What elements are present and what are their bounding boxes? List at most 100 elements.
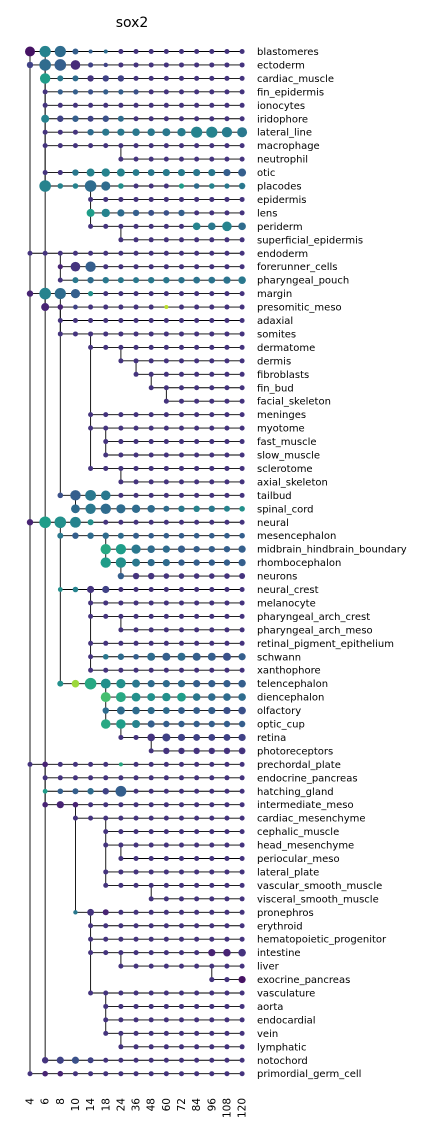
dot-fin_epidermis-18 [103,89,109,95]
dot-lens-24 [117,209,125,217]
row-label-rhombocephalon: rhombocephalon [257,558,341,569]
dot-xanthophore-14 [88,667,94,673]
dot-otic-48 [147,169,155,176]
row-label-visceral_smooth_muscle: visceral_smooth_muscle [257,894,379,905]
dot-pharyngeal_arch_crest-48 [148,613,154,619]
dot-intermediate_meso-120 [239,802,245,808]
dot-intestine-48 [148,950,154,956]
dot-margin-10 [70,289,81,299]
dot-neural-36 [133,519,139,525]
x-tick-96: 96 [206,1098,218,1112]
dot-pharyngeal_pouch-84 [193,276,201,284]
dot-neurons-120 [239,573,246,580]
dot-liver-108 [224,963,230,969]
dot-telencephalon-84 [193,680,201,688]
dot-erythroid-36 [133,923,139,929]
dot-notochord-8 [56,1056,64,1064]
dot-aorta-18 [103,1003,109,1009]
dot-endocardial-96 [209,1017,215,1023]
dot-primordial_germ_cell-36 [133,1071,139,1077]
dot-presomitic_meso-6 [41,303,50,312]
dot-neural-72 [179,519,184,525]
dot-cephalic_muscle-60 [163,829,169,835]
dot-iridophore-96 [209,116,215,122]
dot-olfactory-18 [102,707,109,714]
dot-rhombocephalon-60 [162,559,170,567]
dot-rhombocephalon-84 [193,559,200,566]
dot-photoreceptors-48 [148,748,154,754]
dot-epidermis-108 [224,196,230,202]
dot-fin_epidermis-60 [163,89,169,95]
dot-lymphatic-72 [179,1044,184,1050]
row-label-intermediate_meso: intermediate_meso [257,800,354,811]
dot-pharyngeal_arch_meso-36 [133,627,139,633]
dot-neural_crest-10 [72,586,79,593]
dot-lateral_line-14 [87,129,94,136]
row-label-cephalic_muscle: cephalic_muscle [257,827,339,838]
row-label-melanocyte: melanocyte [257,598,316,609]
dot-sclerotome-60 [163,465,169,471]
dot-adaxial-72 [179,318,184,323]
dot-fast_muscle-18 [103,439,109,445]
dot-macrophage-84 [194,143,200,149]
dot-axial_skeleton-108 [224,479,230,485]
dot-mesencephalon-10 [72,532,79,539]
dot-primordial_germ_cell-96 [209,1071,215,1077]
dot-vein-60 [163,1030,169,1036]
dot-iridophore-6 [41,114,50,123]
dot-vascular_smooth_muscle-120 [239,882,245,888]
dot-lens-60 [163,210,170,216]
row-label-optic_cup: optic_cup [257,720,305,731]
row-label-lateral_plate: lateral_plate [257,867,319,878]
dot-placodes-36 [133,183,139,189]
dot-intermediate_meso-14 [88,802,94,808]
dot-hatching_gland-48 [148,788,154,794]
dot-melanocyte-24 [118,600,124,606]
dot-optic_cup-48 [147,720,155,728]
dot-otic-8 [57,170,63,176]
dot-pharyngeal_pouch-60 [163,276,170,284]
row-labels: blastomeres ectoderm cardiac_muscle fin_epi… [257,47,407,1080]
dot-primordial_germ_cell-108 [224,1071,230,1077]
dot-forerunner_cells-24 [118,264,124,270]
dot-dermatome-84 [194,344,200,350]
dot-neural_crest-8 [57,587,63,592]
dot-spinal_cord-108 [223,505,230,512]
dot-head_mesenchyme-48 [148,842,154,848]
dot-vascular_smooth_muscle-108 [224,882,230,888]
dot-myotome-120 [239,425,245,431]
dot-lateral_plate-48 [148,869,154,875]
dot-retinal_pigment_epithelium-72 [179,640,184,646]
dot-lateral_line-36 [132,128,140,136]
dot-macrophage-10 [72,143,78,149]
dot-epidermis-72 [179,196,184,202]
row-label-cardiac_muscle: cardiac_muscle [257,74,334,85]
dot-pronephros-96 [209,909,215,915]
dot-margin-108 [224,291,230,297]
dot-retinal_pigment_epithelium-14 [88,640,94,646]
dot-notochord-18 [103,1057,109,1063]
dot-exocrine_pancreas-108 [224,976,230,983]
dot-midbrain_hindbrain_boundary-108 [223,545,231,553]
row-label-periocular_meso: periocular_meso [257,854,340,865]
dot-periocular_meso-108 [224,856,230,861]
dot-telencephalon-14 [84,677,97,690]
dot-liver-96 [209,963,215,969]
row-label-fast_muscle: fast_muscle [257,437,317,448]
dot-fin_epidermis-14 [88,89,94,95]
dot-endoderm-84 [194,250,200,256]
dot-fin_bud-96 [209,385,215,391]
dot-blastomeres-48 [148,49,154,54]
dot-fibroblasts-48 [148,371,154,377]
dot-hematopoietic_progenitor-48 [148,936,154,942]
dot-epidermis-48 [148,196,154,202]
dot-placodes-18 [101,181,111,191]
row-label-olfactory: olfactory [257,706,301,717]
dot-fin_bud-108 [224,385,230,391]
dot-endocrine_pancreas-96 [209,775,215,781]
dot-hatching_gland-36 [133,788,139,794]
dot-pharyngeal_arch_meso-72 [179,627,184,633]
dot-olfactory-108 [223,706,231,715]
row-label-cardiac_mesenchyme: cardiac_mesenchyme [257,814,366,825]
dot-ionocytes-84 [194,102,200,108]
